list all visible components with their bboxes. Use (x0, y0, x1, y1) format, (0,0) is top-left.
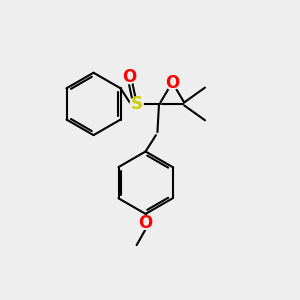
Text: S: S (130, 95, 142, 113)
Circle shape (123, 70, 136, 84)
Text: O: O (122, 68, 136, 86)
Circle shape (139, 216, 152, 230)
Circle shape (130, 98, 143, 110)
Text: O: O (165, 74, 179, 92)
Circle shape (166, 76, 179, 90)
Text: O: O (138, 214, 153, 232)
